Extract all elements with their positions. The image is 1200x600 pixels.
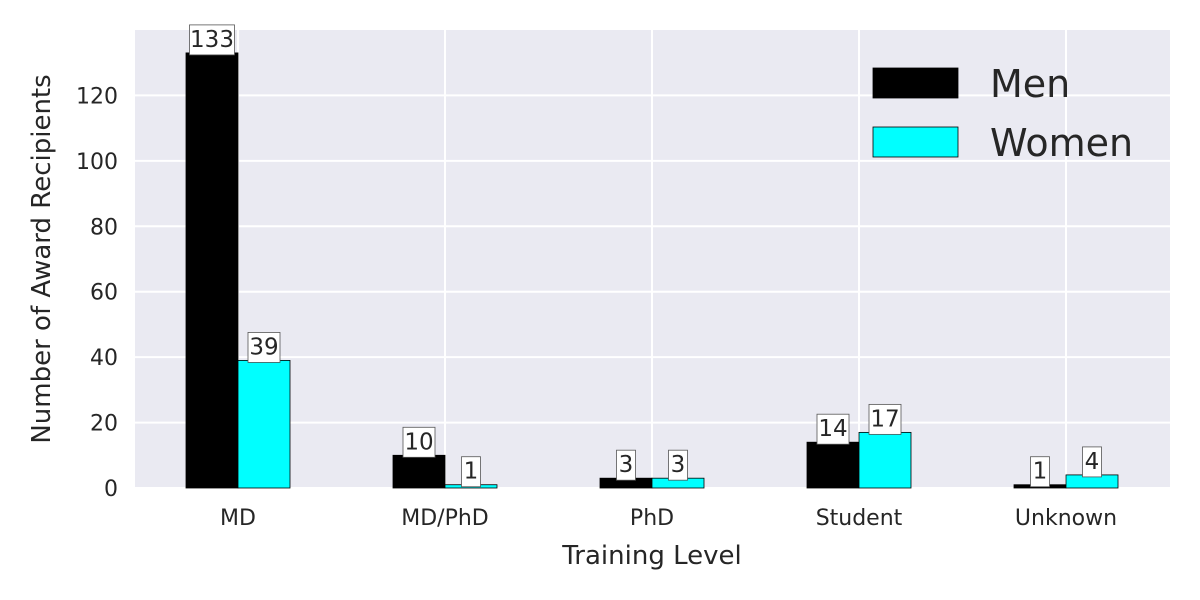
y-tick-label: 20 bbox=[90, 412, 118, 437]
data-label-box bbox=[1082, 446, 1102, 478]
data-label-text: 3 bbox=[671, 452, 686, 478]
x-tick-label: Student bbox=[816, 506, 903, 531]
data-label-box bbox=[247, 332, 281, 363]
x-axis-ticks: MD MD/PhD PhD Student Unknown bbox=[220, 506, 1117, 531]
legend-label-men: Men bbox=[990, 62, 1070, 106]
data-label-box bbox=[668, 449, 688, 481]
data-label-text: 17 bbox=[870, 406, 899, 432]
bars bbox=[185, 52, 1119, 489]
legend: Men Women bbox=[872, 62, 1133, 165]
y-axis-label: Number of Award Recipients bbox=[27, 74, 57, 443]
data-label: 1 bbox=[461, 456, 481, 488]
bar-women bbox=[858, 431, 912, 489]
bar-women bbox=[237, 360, 291, 489]
x-axis-label: Training Level bbox=[561, 541, 742, 571]
y-tick-label: 100 bbox=[76, 150, 118, 175]
data-label-text: 1 bbox=[1033, 459, 1048, 485]
data-label: 4 bbox=[1082, 446, 1102, 478]
data-label: 1 bbox=[1030, 456, 1050, 488]
data-label-text: 39 bbox=[249, 334, 278, 360]
data-label: 3 bbox=[668, 449, 688, 481]
y-tick-label: 40 bbox=[90, 346, 118, 371]
data-label-box bbox=[189, 24, 235, 56]
data-label-text: 14 bbox=[818, 416, 847, 442]
data-label-box bbox=[616, 449, 636, 481]
data-label-text: 3 bbox=[619, 452, 634, 478]
x-tick-label: MD bbox=[220, 506, 256, 531]
data-label: 133 bbox=[189, 24, 235, 56]
data-label-text: 1 bbox=[464, 459, 479, 485]
x-tick-label: MD/PhD bbox=[401, 506, 488, 531]
y-tick-label: 120 bbox=[76, 84, 118, 109]
data-label: 10 bbox=[402, 426, 436, 458]
data-label-box bbox=[868, 403, 902, 435]
x-tick-label: PhD bbox=[630, 506, 674, 531]
x-tick-label: Unknown bbox=[1015, 506, 1117, 531]
data-label-text: 10 bbox=[404, 429, 433, 455]
y-tick-label: 60 bbox=[90, 281, 118, 306]
legend-label-women: Women bbox=[990, 121, 1133, 165]
y-tick-label: 0 bbox=[104, 477, 118, 502]
legend-swatch-women bbox=[872, 126, 959, 158]
bar-men bbox=[185, 52, 239, 489]
data-label: 3 bbox=[616, 449, 636, 481]
data-label: 17 bbox=[868, 403, 902, 435]
y-tick-label: 80 bbox=[90, 215, 118, 240]
data-label-text: 133 bbox=[190, 27, 234, 53]
bar-men bbox=[392, 454, 446, 489]
data-label-box bbox=[402, 426, 436, 458]
data-label-text: 4 bbox=[1085, 449, 1100, 475]
y-axis-ticks: 0 20 40 60 80 100 120 bbox=[76, 84, 118, 502]
data-label-box bbox=[461, 456, 481, 488]
data-label-box bbox=[1030, 456, 1050, 488]
data-label: 14 bbox=[816, 413, 850, 445]
data-label-box bbox=[816, 413, 850, 445]
bar-men bbox=[806, 441, 860, 489]
data-label: 39 bbox=[247, 332, 281, 363]
legend-swatch-men bbox=[872, 67, 959, 99]
data-labels: 133 10 3 14 1 39 1 3 17 4 bbox=[189, 24, 1102, 488]
